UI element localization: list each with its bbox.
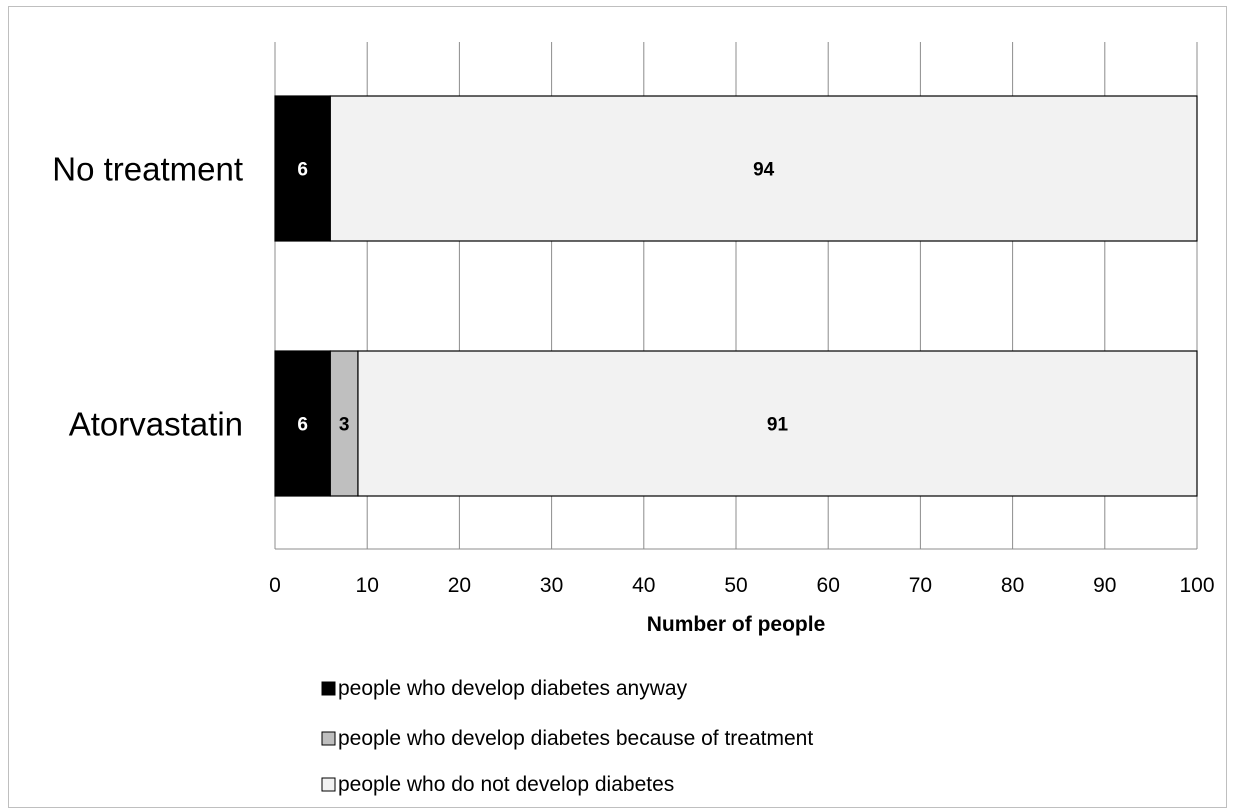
x-tick-label-10: 10 [356, 574, 379, 597]
x-tick-label-60: 60 [817, 574, 840, 597]
data-label-2-2: 3 [339, 415, 350, 436]
legend-label-1: people who develop diabetes anyway [338, 677, 688, 700]
category-label-1: No treatment [52, 151, 243, 188]
x-tick-label-20: 20 [448, 574, 471, 597]
x-tick-label-90: 90 [1093, 574, 1116, 597]
bar-segment-2-1 [274, 350, 331, 497]
legend-swatch-2 [321, 731, 336, 746]
x-tick-label-70: 70 [909, 574, 932, 597]
data-label-1-3: 94 [753, 160, 775, 181]
x-axis-title: Number of people [647, 613, 826, 636]
chart-frame [8, 6, 1227, 808]
x-tick-label-100: 100 [1179, 574, 1214, 597]
x-tick-label-30: 30 [540, 574, 563, 597]
legend-swatch-1 [321, 681, 336, 696]
x-tick-label-40: 40 [632, 574, 655, 597]
legend-label-3: people who do not develop diabetes [338, 773, 674, 796]
data-label-2-1: 6 [297, 415, 308, 436]
bar-segment-2-3 [357, 350, 1198, 497]
legend-swatch-3 [321, 777, 336, 792]
data-label-1-1: 6 [297, 160, 308, 181]
data-label-2-3: 91 [767, 415, 789, 436]
x-tick-label-80: 80 [1001, 574, 1024, 597]
bar-segment-1-3 [329, 95, 1198, 242]
x-tick-label-0: 0 [269, 574, 281, 597]
bar-segment-1-1 [274, 95, 331, 242]
category-label-2: Atorvastatin [69, 406, 243, 443]
x-tick-label-50: 50 [724, 574, 747, 597]
bar-segment-2-2 [329, 350, 359, 497]
legend-label-2: people who develop diabetes because of t… [338, 727, 813, 750]
